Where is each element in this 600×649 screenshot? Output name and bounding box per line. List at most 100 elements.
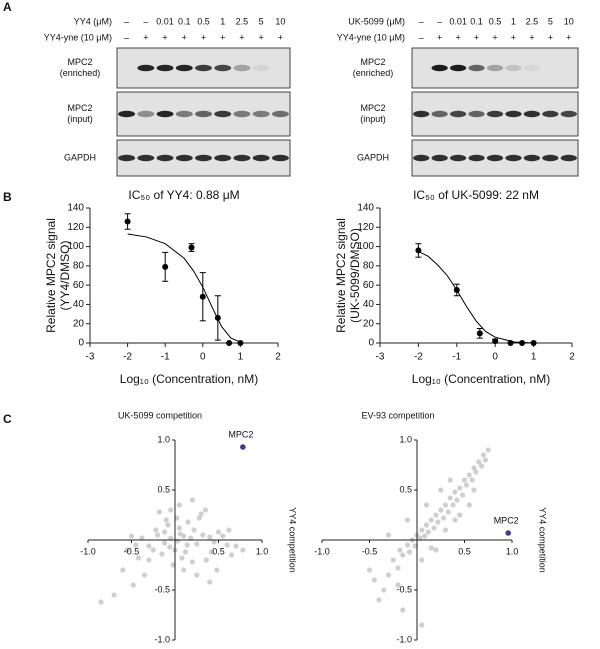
x-tick-label: 0.5: [458, 546, 471, 556]
y-tick-label: 20: [363, 318, 375, 329]
data-point: [441, 515, 447, 521]
x-axis-label: Log₁₀ (Concentration, nM): [120, 372, 258, 386]
x-tick-label: -0.5: [124, 546, 140, 556]
y-tick-label: 60: [363, 280, 375, 291]
panel-label: A: [3, 0, 12, 14]
band: [413, 154, 430, 162]
y-tick-label: 120: [357, 222, 374, 233]
band: [468, 64, 485, 72]
y-axis-label: (YY4/DMSO): [58, 240, 72, 310]
band: [468, 154, 485, 162]
data-point: [194, 541, 200, 547]
band: [413, 110, 430, 118]
data-point: [111, 592, 117, 598]
probe-sign: +: [278, 32, 283, 42]
band: [523, 64, 541, 72]
data-point: [182, 549, 189, 555]
dose-label: 5: [259, 16, 264, 26]
dose-label: 1: [511, 16, 516, 26]
data-point: [161, 529, 168, 535]
data-point: [417, 535, 423, 541]
data-point: [163, 517, 169, 523]
data-point: [214, 567, 220, 573]
y-tick-label: -0.5: [154, 584, 170, 594]
band: [542, 154, 559, 162]
data-point: [181, 567, 187, 573]
dose-label: 2.5: [526, 16, 539, 26]
row-label: MPC2: [67, 57, 92, 67]
data-point: [457, 485, 463, 491]
band: [233, 154, 251, 162]
band: [118, 110, 136, 118]
band: [449, 64, 467, 72]
data-point: [471, 465, 477, 471]
data-point: [128, 533, 135, 539]
band: [486, 110, 504, 118]
data-point: [120, 567, 126, 573]
data-point: [471, 487, 477, 493]
data-point: [447, 495, 453, 501]
data-point: [184, 542, 190, 548]
x-axis-label: Log₁₀ (Concentration, nM): [412, 372, 550, 386]
data-point: [371, 577, 377, 583]
data-point: [485, 447, 491, 453]
band: [449, 110, 467, 118]
probe-sign: +: [143, 32, 148, 42]
band: [118, 154, 136, 162]
data-point: [438, 487, 444, 493]
x-tick-label: 0: [200, 352, 206, 363]
treatment-label: UK-5099 (μM): [348, 16, 405, 26]
y-axis-label: (UK-5099/DMSO): [348, 228, 362, 323]
y-tick-label: 80: [363, 260, 375, 271]
y-tick-label: 40: [73, 299, 85, 310]
data-point: [135, 555, 142, 561]
x-tick-label: 2: [569, 352, 575, 363]
data-point: [476, 459, 482, 465]
y-tick-label: 140: [357, 203, 374, 214]
data-point: [419, 557, 425, 563]
data-point: [469, 477, 475, 483]
y-tick-label: 100: [67, 241, 84, 252]
data-point: [404, 542, 411, 548]
band: [195, 110, 212, 118]
data-point: [139, 535, 145, 541]
data-point: [124, 218, 131, 225]
probe-label: YY4-yne (10 μM): [44, 32, 112, 42]
y-tick-label: -1.0: [396, 634, 412, 644]
band: [505, 64, 522, 72]
band: [560, 110, 577, 118]
data-point: [191, 527, 197, 533]
data-point: [215, 529, 222, 535]
y-tick-label: 1.0: [399, 434, 412, 444]
highlight-point: [240, 444, 246, 450]
data-point: [366, 567, 373, 573]
band: [523, 110, 541, 118]
dose-label: 0.5: [489, 16, 502, 26]
probe-sign: +: [548, 32, 553, 42]
x-tick-label: -3: [86, 352, 95, 363]
data-point: [124, 547, 130, 553]
band: [252, 154, 270, 162]
probe-sign: +: [201, 32, 206, 42]
x-tick-label: -0.5: [362, 546, 378, 556]
data-point: [381, 587, 387, 593]
band: [252, 110, 270, 118]
data-point: [133, 542, 139, 548]
band: [175, 154, 193, 162]
row-label: (input): [360, 114, 386, 124]
band: [195, 154, 212, 162]
dose-label: 1: [220, 16, 225, 26]
row-label: GAPDH: [357, 152, 389, 162]
dose-label: –: [437, 16, 442, 26]
probe-sign: +: [529, 32, 534, 42]
data-point: [146, 543, 152, 549]
data-point: [404, 517, 411, 523]
data-point: [492, 338, 499, 345]
probe-sign: +: [239, 32, 244, 42]
treatment-label: YY4 (μM): [74, 16, 112, 26]
y-tick-label: 20: [73, 318, 85, 329]
data-point: [208, 549, 215, 555]
band: [175, 110, 193, 118]
x-tick-label: 1.0: [256, 546, 269, 556]
data-point: [473, 469, 479, 475]
